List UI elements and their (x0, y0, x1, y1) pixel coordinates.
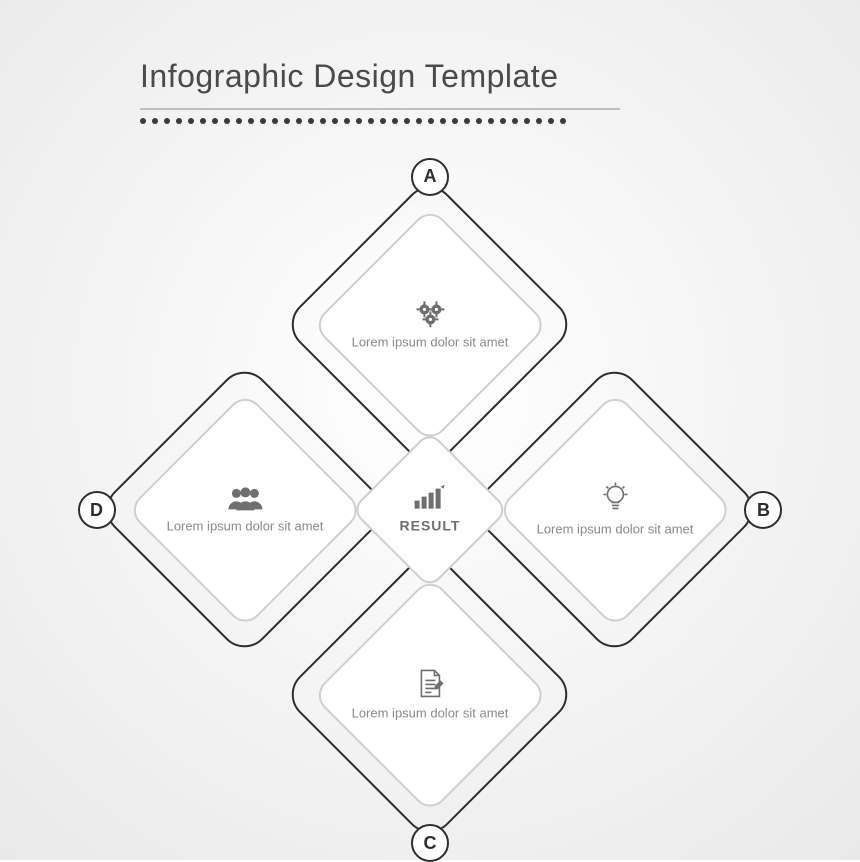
node-text: Lorem ipsum dolor sit amet (352, 704, 509, 722)
gears-icon (413, 299, 447, 327)
badge-letter: B (757, 500, 770, 521)
badge-a: A (411, 158, 449, 196)
badge-letter: D (90, 500, 103, 521)
document-icon (417, 668, 443, 698)
badge-c: C (411, 824, 449, 862)
badge-d: D (78, 491, 116, 529)
bar-chart-icon (413, 485, 447, 511)
center-label: RESULT (400, 517, 461, 536)
badge-letter: C (424, 833, 437, 854)
node-center: RESULT (351, 431, 509, 589)
diagram-stage: Lorem ipsum dolor sit amet Lorem ipsum d… (0, 0, 860, 860)
badge-b: B (744, 491, 782, 529)
people-icon (226, 485, 264, 511)
lightbulb-icon (602, 482, 628, 514)
node-text: Lorem ipsum dolor sit amet (537, 520, 694, 538)
node-text: Lorem ipsum dolor sit amet (352, 333, 509, 351)
node-text: Lorem ipsum dolor sit amet (167, 517, 324, 535)
badge-letter: A (424, 166, 437, 187)
